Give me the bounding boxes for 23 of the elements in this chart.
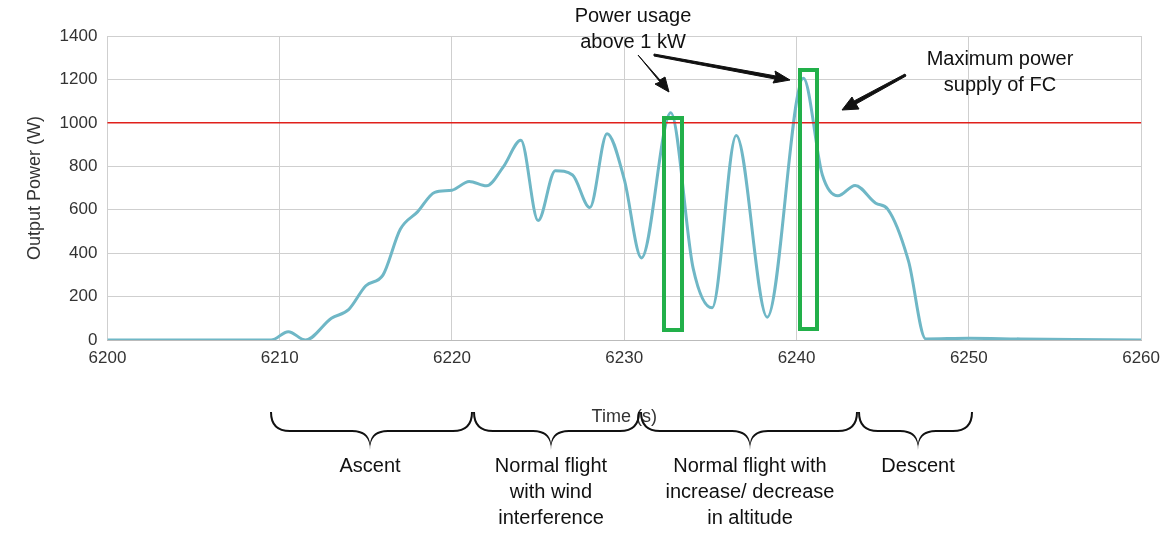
y-axis-title: Output Power (W): [23, 115, 44, 261]
y-tick-label: 1400: [59, 25, 98, 45]
x-tick-label: 6240: [777, 347, 816, 367]
x-tick-label: 6260: [1122, 347, 1160, 367]
ref-line-label: Maximum power supply of FC: [925, 46, 1075, 97]
annotation: Power usage above 1 kW: [573, 3, 693, 54]
y-tick-label: 1200: [59, 69, 98, 89]
text: Descent: [880, 453, 956, 478]
x-tick-label: 6250: [949, 347, 988, 367]
line-series: [107, 76, 1142, 340]
text: Ascent: [338, 453, 402, 478]
y-tick-label: 200: [69, 286, 98, 306]
y-tick-label: 800: [69, 155, 98, 175]
x-tick-label: 6200: [88, 347, 127, 367]
text: Normal flight with wind interference: [493, 453, 609, 530]
y-tick-label: 1000: [59, 112, 98, 132]
x-tick-label: 6220: [433, 347, 471, 367]
text: Normal flight with increase/ decrease in altitude: [665, 453, 835, 530]
y-tick-label: 0: [87, 329, 98, 349]
x-tick-label: 6230: [605, 347, 644, 367]
x-tick-label: 6210: [260, 347, 299, 367]
y-tick-label: 400: [69, 242, 98, 262]
y-tick-label: 600: [69, 199, 98, 219]
